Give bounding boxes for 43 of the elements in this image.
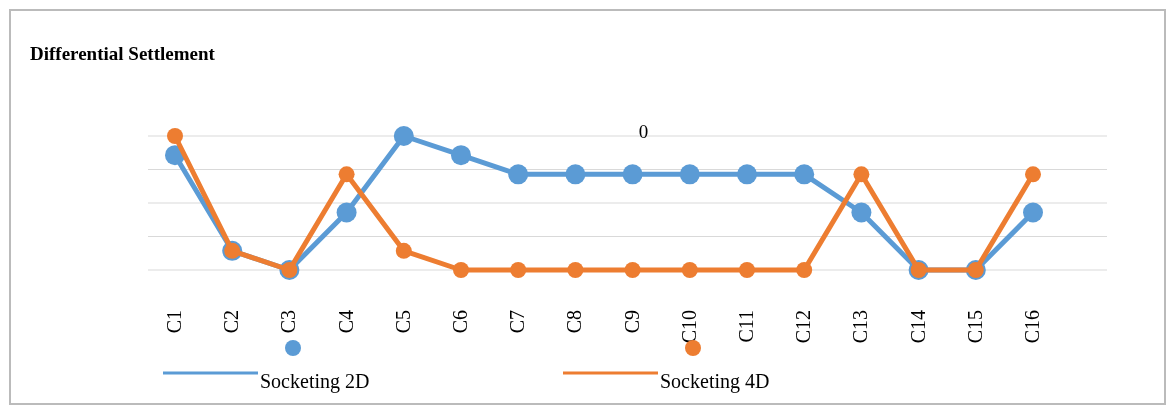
x-tick-label: C13 [849,310,872,344]
x-tick-label: C3 [277,310,300,334]
point [737,164,757,185]
point [508,164,529,185]
point [453,262,469,278]
x-tick-label: C10 [677,310,700,344]
x-tick-label: C12 [792,310,815,344]
x-tick-label: C11 [735,310,757,343]
annotation: 0 [638,121,649,142]
point [739,262,755,278]
point [679,164,700,185]
x-tick-label: C2 [220,310,243,334]
x-tick-label: C14 [906,310,929,344]
x-tick-label: C6 [449,310,471,334]
point [622,164,643,185]
point [338,166,355,183]
x-tick-label: C15 [963,310,986,344]
legend-label: Socketing 4D [660,370,770,393]
x-tick-label: C4 [334,310,357,334]
x-tick-label: C8 [563,310,586,334]
point [853,166,870,183]
legend-label: Socketing 2D [260,370,370,393]
point [796,262,813,278]
point [451,145,471,166]
chart-title: Differential Settlement [30,43,216,64]
point [336,202,357,223]
point [681,262,698,278]
x-tick-label: C7 [506,310,529,334]
point [1023,202,1043,223]
point [393,126,414,146]
point [794,164,815,185]
x-tick-label: C16 [1021,310,1043,344]
point [567,262,584,278]
point [167,128,183,144]
point [395,242,412,259]
x-tick-label: C9 [620,310,643,334]
point [565,164,586,185]
point [510,262,527,278]
x-tick-label: C5 [391,310,414,334]
point [1025,166,1041,183]
point [624,262,641,278]
x-tick-label: C1 [163,310,185,334]
point [851,202,872,223]
